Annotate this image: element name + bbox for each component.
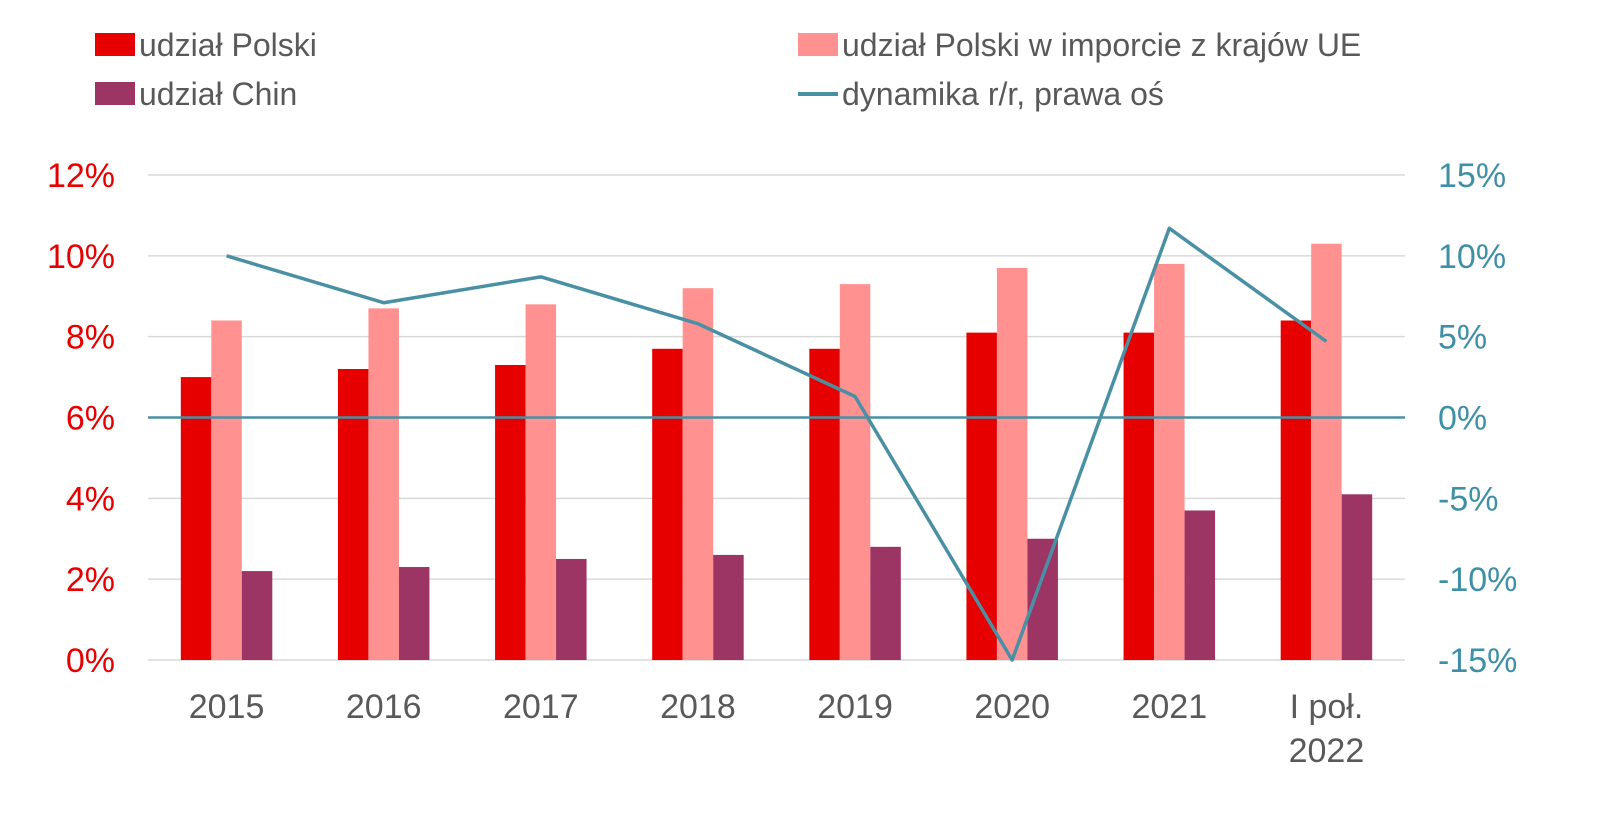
left-axis-tick-label: 2% (66, 561, 115, 599)
bar-udział-Polski (495, 365, 526, 660)
x-axis-tick-label: 2018 (660, 688, 736, 726)
right-axis-tick-label: -15% (1438, 642, 1517, 680)
bar-udział-Polski (1124, 333, 1155, 660)
bar-udział-Polski (809, 349, 840, 660)
legend-swatch (798, 33, 838, 56)
left-axis-tick-label: 6% (66, 400, 115, 438)
left-axis-tick-label: 12% (47, 157, 115, 195)
bar-udział-Chin (1342, 494, 1373, 660)
bar-udział-Polski-w-imporcie-z-krajów-UE (1311, 244, 1342, 660)
left-axis-tick-label: 4% (66, 480, 115, 518)
x-axis-tick-label: 2022 (1289, 732, 1365, 770)
legend-label: udział Polski (139, 27, 317, 63)
bar-udział-Polski-w-imporcie-z-krajów-UE (997, 268, 1028, 660)
right-axis-tick-label: -10% (1438, 561, 1517, 599)
right-axis-tick-label: 5% (1438, 319, 1487, 357)
legend-swatch (95, 33, 135, 56)
bar-udział-Polski-w-imporcie-z-krajów-UE (211, 321, 242, 661)
bar-udział-Polski-w-imporcie-z-krajów-UE (368, 308, 399, 660)
bar-udział-Polski-w-imporcie-z-krajów-UE (1154, 264, 1185, 660)
left-axis-tick-label: 0% (66, 642, 115, 680)
bar-udział-Polski (181, 377, 212, 660)
bar-udział-Polski (338, 369, 369, 660)
bar-udział-Chin (242, 571, 273, 660)
right-axis-tick-label: 15% (1438, 157, 1506, 195)
x-axis-tick-label: 2016 (346, 688, 422, 726)
bar-udział-Chin (713, 555, 744, 660)
legend-label: udział Chin (139, 76, 297, 112)
legend-label: dynamika r/r, prawa oś (842, 76, 1164, 112)
left-axis-tick-label: 10% (47, 238, 115, 276)
bar-udział-Polski (1281, 321, 1312, 661)
right-axis-tick-label: 0% (1438, 400, 1487, 438)
bars (181, 244, 1372, 660)
legend-swatch (95, 82, 135, 105)
bar-udział-Polski-w-imporcie-z-krajów-UE (840, 284, 871, 660)
right-axis-tick-label: -5% (1438, 480, 1498, 518)
bar-udział-Polski (652, 349, 683, 660)
x-axis-tick-label: 2015 (189, 688, 265, 726)
bar-udział-Polski-w-imporcie-z-krajów-UE (526, 304, 557, 660)
x-axis-tick-label: I poł. (1290, 688, 1364, 726)
bar-udział-Chin (1027, 539, 1058, 660)
bar-udział-Chin (1185, 510, 1216, 660)
x-axis-tick-label: 2017 (503, 688, 579, 726)
x-axis-tick-label: 2019 (817, 688, 893, 726)
bar-udział-Chin (556, 559, 587, 660)
bar-udział-Chin (870, 547, 901, 660)
x-axis-tick-label: 2021 (1131, 688, 1207, 726)
bar-udział-Chin (399, 567, 430, 660)
legend-label: udział Polski w imporcie z krajów UE (842, 27, 1361, 63)
left-axis-tick-label: 8% (66, 319, 115, 357)
legend: udział Polski udział Chin udział Polski w … (95, 27, 1361, 112)
x-axis-tick-label: 2020 (974, 688, 1050, 726)
bar-udział-Polski-w-imporcie-z-krajów-UE (683, 288, 714, 660)
right-axis-tick-label: 10% (1438, 238, 1506, 276)
